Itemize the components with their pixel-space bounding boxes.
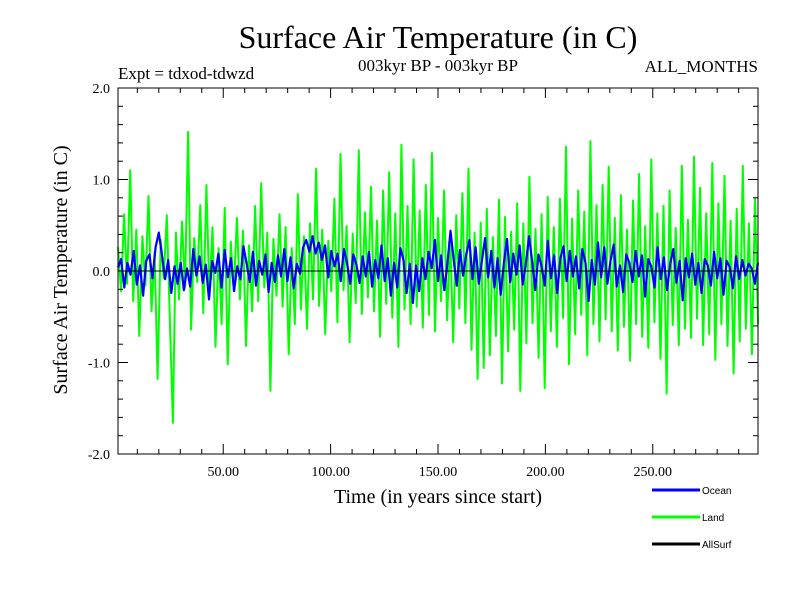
chart-title: Surface Air Temperature (in C) bbox=[239, 19, 638, 55]
series-line-land bbox=[117, 130, 759, 424]
y-tick-label: 1.0 bbox=[93, 174, 111, 189]
plot-data-area bbox=[116, 130, 760, 424]
chart-subtitle-left: Expt = tdxod-tdwzd bbox=[118, 64, 255, 83]
x-axis-label: Time (in years since start) bbox=[334, 486, 542, 508]
legend-label: Ocean bbox=[702, 486, 731, 497]
x-tick-label: 200.00 bbox=[526, 465, 565, 480]
chart-subtitle-right: ALL_MONTHS bbox=[645, 57, 758, 76]
x-tick-label: 100.00 bbox=[311, 465, 350, 480]
legend: Ocean Land AllSurf bbox=[652, 486, 732, 551]
x-tick-label: 250.00 bbox=[634, 465, 673, 480]
x-axis: 50.00 100.00 150.00 200.00 250.00 bbox=[136, 88, 740, 480]
legend-label: Land bbox=[702, 513, 724, 524]
y-tick-label: 2.0 bbox=[93, 82, 111, 97]
y-axis-label: Surface Air Temperature (in C) bbox=[50, 145, 72, 394]
legend-item-ocean: Ocean bbox=[652, 486, 731, 497]
y-tick-label: -2.0 bbox=[88, 448, 110, 463]
chart-subtitle-center: 003kyr BP - 003kyr BP bbox=[358, 56, 518, 75]
series-line-ocean bbox=[116, 229, 760, 305]
y-axis: 2.0 1.0 0.0 -1.0 -2.0 bbox=[88, 82, 758, 463]
legend-label: AllSurf bbox=[702, 540, 732, 551]
x-tick-label: 50.00 bbox=[207, 465, 239, 480]
legend-item-land: Land bbox=[652, 513, 724, 524]
y-tick-label: -1.0 bbox=[88, 357, 110, 372]
legend-item-allsurf: AllSurf bbox=[652, 540, 732, 551]
y-tick-label: 0.0 bbox=[93, 265, 111, 280]
x-tick-label: 150.00 bbox=[419, 465, 458, 480]
